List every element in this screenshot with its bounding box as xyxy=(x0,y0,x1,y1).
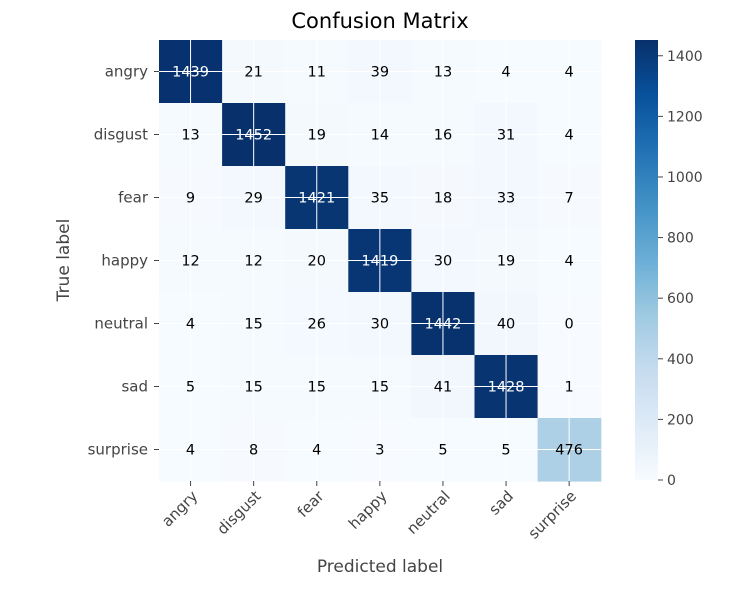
y-tick-label: neutral xyxy=(94,315,148,333)
y-tick-label: disgust xyxy=(94,126,148,144)
chart-title: Confusion Matrix xyxy=(291,9,468,33)
cell-value-label: 13 xyxy=(434,65,452,81)
cell-value-label: 41 xyxy=(434,380,452,396)
cell-value-label: 5 xyxy=(186,380,195,396)
cell-value-label: 13 xyxy=(181,128,199,144)
colorbar-ticks: 0 200 400 600 800 1000 1200 1400 xyxy=(658,49,703,489)
x-tick-label: disgust xyxy=(213,487,264,538)
cell-value-label: 14 xyxy=(371,128,389,144)
cell-value-label: 29 xyxy=(244,191,262,207)
x-axis-label: Predicted label xyxy=(317,557,443,577)
cell-value-label: 4 xyxy=(312,443,321,459)
cell-value-label: 1442 xyxy=(424,317,461,333)
cell-value-label: 19 xyxy=(308,128,326,144)
cell-value-label: 1428 xyxy=(488,380,525,396)
cell-value-label: 7 xyxy=(565,191,574,207)
x-axis-ticks: angry disgust fear happy neutral sad surprise xyxy=(158,481,580,543)
y-tick-label: fear xyxy=(118,189,149,207)
cell-value-label: 15 xyxy=(244,380,262,396)
colorbar-tick-label: 1200 xyxy=(667,109,703,125)
y-tick-label: happy xyxy=(101,252,148,270)
colorbar-tick-label: 400 xyxy=(667,352,694,368)
x-tick-label: fear xyxy=(294,487,328,521)
colorbar xyxy=(635,40,658,480)
x-tick-label: sad xyxy=(485,487,516,518)
cell-value-label: 21 xyxy=(244,65,262,81)
x-tick-label: angry xyxy=(158,487,201,530)
y-tick-label: sad xyxy=(121,378,148,396)
colorbar-tick-label: 200 xyxy=(667,412,694,428)
colorbar-tick-label: 1000 xyxy=(667,170,703,186)
colorbar-tick-label: 800 xyxy=(667,231,694,247)
cell-value-label: 4 xyxy=(565,65,574,81)
cell-value-label: 30 xyxy=(434,254,452,270)
cell-value-label: 5 xyxy=(501,443,510,459)
cell-value-label: 1419 xyxy=(361,254,398,270)
cell-value-label: 3 xyxy=(375,443,384,459)
cell-value-label: 26 xyxy=(308,317,326,333)
cell-value-label: 4 xyxy=(565,254,574,270)
colorbar-tick-label: 0 xyxy=(667,473,676,489)
grid-lines xyxy=(159,40,601,481)
cell-value-label: 4 xyxy=(565,128,574,144)
cell-value-label: 15 xyxy=(308,380,326,396)
cell-value-label: 15 xyxy=(244,317,262,333)
cell-value-label: 11 xyxy=(308,65,326,81)
cell-value-label: 0 xyxy=(565,317,574,333)
x-tick-label: surprise xyxy=(525,487,580,542)
cell-value-label: 4 xyxy=(186,317,195,333)
cell-value-label: 4 xyxy=(501,65,510,81)
cell-value-label: 39 xyxy=(371,65,389,81)
cell-value-label: 33 xyxy=(497,191,515,207)
cell-value-label: 8 xyxy=(249,443,258,459)
cell-value-label: 12 xyxy=(244,254,262,270)
cell-value-label: 12 xyxy=(181,254,199,270)
cell-value-label: 1421 xyxy=(298,191,335,207)
cell-value-label: 31 xyxy=(497,128,515,144)
y-axis-ticks: angry disgust fear happy neutral sad surprise xyxy=(88,63,159,459)
cell-value-label: 9 xyxy=(186,191,195,207)
x-tick-label: neutral xyxy=(403,487,454,538)
cell-value-label: 30 xyxy=(371,317,389,333)
x-tick-label: happy xyxy=(345,487,391,533)
cell-value-label: 5 xyxy=(438,443,447,459)
colorbar-tick-label: 600 xyxy=(667,291,694,307)
cell-value-label: 15 xyxy=(371,380,389,396)
cell-value-label: 1439 xyxy=(172,65,209,81)
cell-value-label: 19 xyxy=(497,254,515,270)
y-axis-label: True label xyxy=(54,219,74,303)
cell-labels: 1439 21 11 39 13 4 413 1452 19 14 16 31 49 29 1421 35 18… xyxy=(172,65,583,459)
y-tick-label: surprise xyxy=(88,441,148,459)
cell-value-label: 35 xyxy=(371,191,389,207)
cell-value-label: 20 xyxy=(308,254,326,270)
cell-value-label: 1452 xyxy=(235,128,272,144)
colorbar-tick-label: 1400 xyxy=(667,49,703,65)
cell-value-label: 4 xyxy=(186,443,195,459)
cell-value-label: 40 xyxy=(497,317,515,333)
cell-value-label: 476 xyxy=(555,443,583,459)
y-tick-label: angry xyxy=(105,63,148,81)
cell-value-label: 18 xyxy=(434,191,452,207)
cell-value-label: 1 xyxy=(565,380,574,396)
cell-value-label: 16 xyxy=(434,128,452,144)
